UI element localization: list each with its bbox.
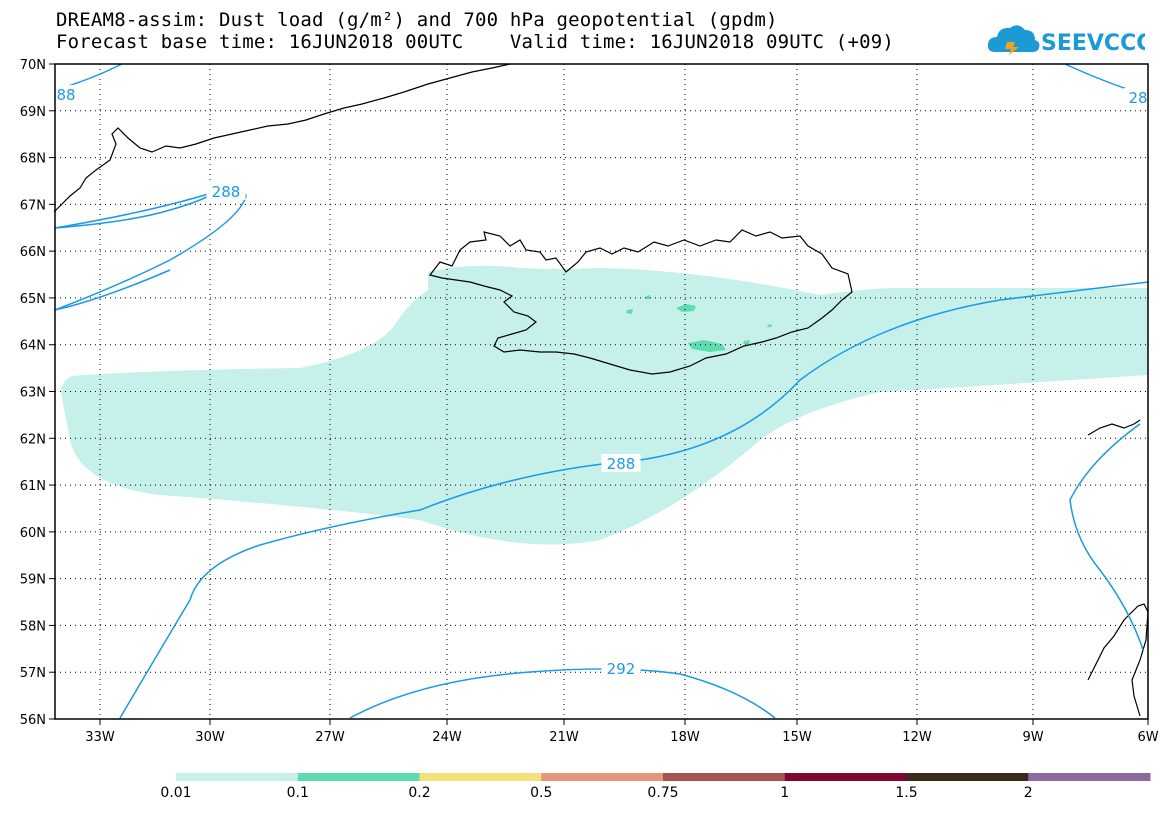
greenland-coast [53,63,511,213]
cloud-icon [987,25,1040,55]
graticule [55,64,1149,719]
colorbar-label: 0.5 [530,785,553,801]
lat-label: 67N [20,198,46,213]
lon-label: 24W [432,730,462,745]
iceland-coast [428,229,853,375]
colorbar-segment [297,773,420,781]
colorbar-segment [176,773,299,781]
lat-label: 62N [20,432,46,447]
contour-label: 288 [607,455,636,473]
contour-labels: 88 288 288 292 28 [52,85,1152,678]
coastlines [53,63,1149,717]
contour-label-bg [601,659,641,677]
map-subtitle: Forecast base time: 16JUN2018 00UTC Vali… [56,31,895,53]
lat-label: 58N [20,619,46,634]
colorbar-label: 0.2 [408,785,431,801]
dust-load-area [61,265,1149,545]
lat-label: 59N [20,573,46,588]
colorbar-segment [419,773,542,781]
lat-label: 70N [20,58,46,73]
lat-label: 56N [20,713,46,728]
lat-label: 64N [20,339,46,354]
lat-label: 68N [20,152,46,167]
colorbar-segment [1028,773,1151,781]
colorbar-label: 2 [1023,785,1033,801]
lon-label: 12W [902,730,932,745]
lat-label: 63N [20,386,46,401]
lon-label: 9W [1022,730,1043,745]
colorbar-segment [784,773,907,781]
lon-label: 6W [1137,730,1158,745]
colorbar [176,773,1151,781]
map-axes: 33W 30W 27W 24W 21W 18W 15W 12W 9W 6W 70N 69N 68N 67N… [20,58,1159,745]
contour-label: 88 [56,86,75,104]
norway-coast-lower [1087,603,1149,717]
lon-label: 30W [195,730,225,745]
seevccc-logo: SEEVCCC [987,25,1145,56]
colorbar-segment [663,773,786,781]
lat-label: 60N [20,526,46,541]
contour-label-bg [52,85,80,103]
norway-coast-upper [1087,419,1141,436]
map-title: DREAM8-assim: Dust load (g/m²) and 700 h… [56,9,778,31]
logo-text: SEEVCCC [1041,31,1145,56]
lon-label: 33W [85,730,115,745]
contour-label: 288 [212,183,241,201]
lat-label: 61N [20,479,46,494]
colorbar-label: 1 [780,785,790,801]
colorbar-label: 0.01 [160,785,192,801]
lat-label: 57N [20,666,46,681]
contour-label: 292 [607,660,636,678]
lat-label: 65N [20,292,46,307]
colorbar-segment [541,773,664,781]
lon-label: 27W [315,730,345,745]
contour-label-bg [206,182,246,200]
lon-label: 21W [549,730,579,745]
geopotential-contours [54,63,1149,719]
colorbar-segment [906,773,1029,781]
contour-label-bg [601,454,641,472]
contour-label-bg [1124,88,1152,106]
colorbar-label: 1.5 [895,785,918,801]
contour-label: 28 [1128,89,1147,107]
colorbar-label: 0.1 [286,785,309,801]
lat-label: 69N [20,105,46,120]
lon-label: 18W [670,730,700,745]
colorbar-label: 0.75 [647,785,679,801]
lat-label: 66N [20,245,46,260]
lon-label: 15W [782,730,812,745]
